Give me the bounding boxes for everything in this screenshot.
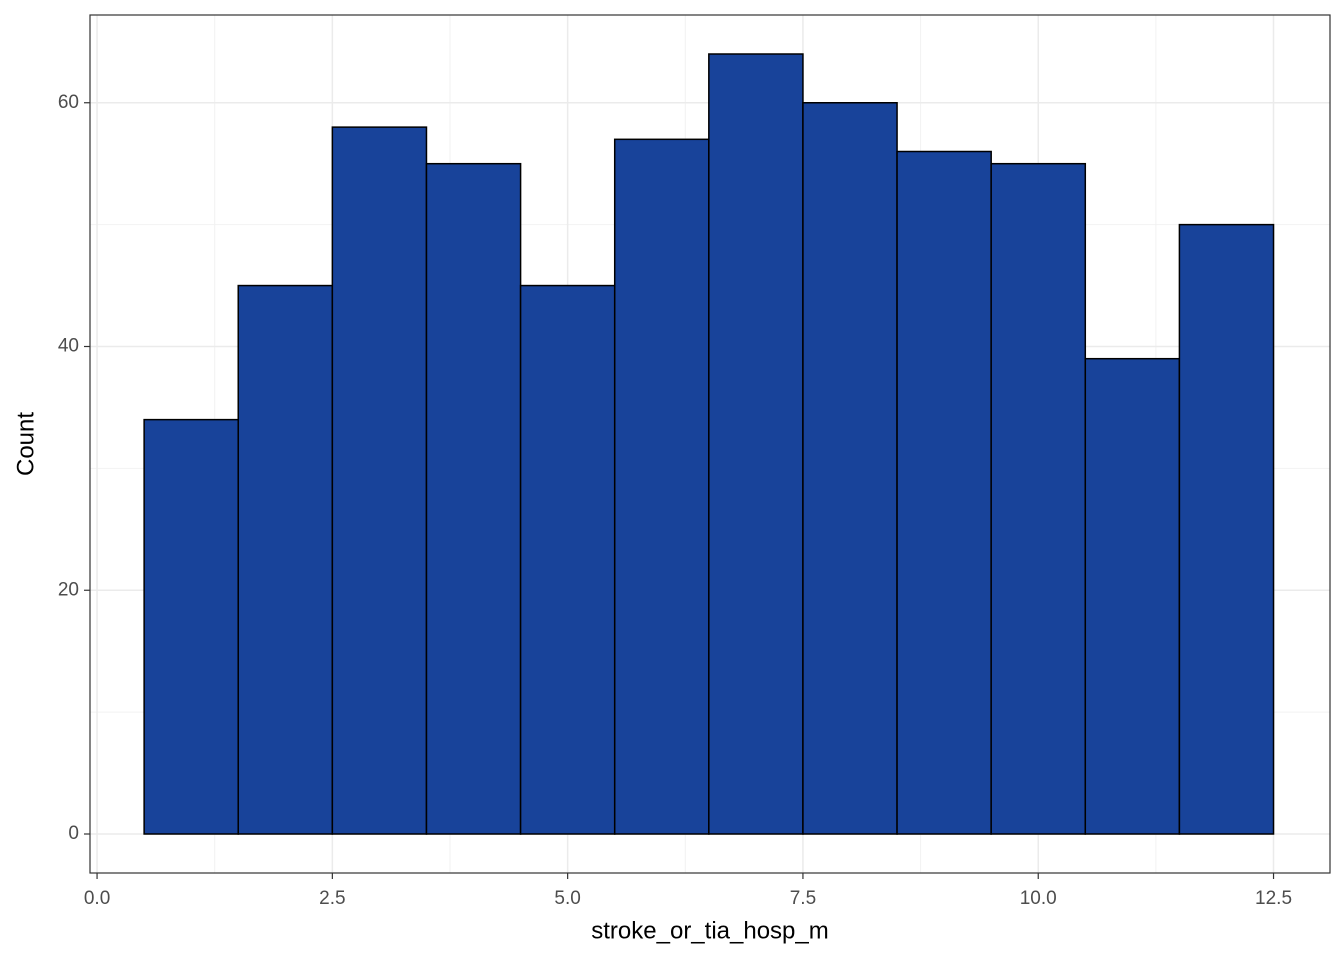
y-tick-label: 20 [58, 579, 79, 600]
x-tick-label: 5.0 [554, 888, 580, 909]
y-tick-label: 40 [58, 336, 79, 357]
bar [519, 284, 616, 835]
bar [990, 162, 1087, 835]
bar [237, 284, 334, 835]
bar [708, 53, 804, 835]
bar [613, 138, 710, 835]
x-axis-title: stroke_or_tia_hosp_m [591, 917, 828, 944]
x-tick-label: 2.5 [319, 888, 345, 909]
bar [1178, 223, 1275, 835]
bar [1084, 357, 1181, 835]
x-tick-label: 0.0 [84, 888, 110, 909]
y-tick-label: 60 [58, 92, 79, 113]
y-tick-label: 0 [68, 823, 79, 844]
x-tick-label: 7.5 [790, 888, 816, 909]
bar [143, 418, 239, 835]
bar [896, 150, 992, 835]
x-tick-label: 10.0 [1020, 888, 1057, 909]
bar [331, 126, 428, 835]
x-tick-label: 12.5 [1255, 888, 1292, 909]
panel-border [89, 14, 1331, 874]
y-axis-title: Count [12, 412, 39, 476]
bar [425, 162, 522, 835]
bar [802, 102, 898, 835]
